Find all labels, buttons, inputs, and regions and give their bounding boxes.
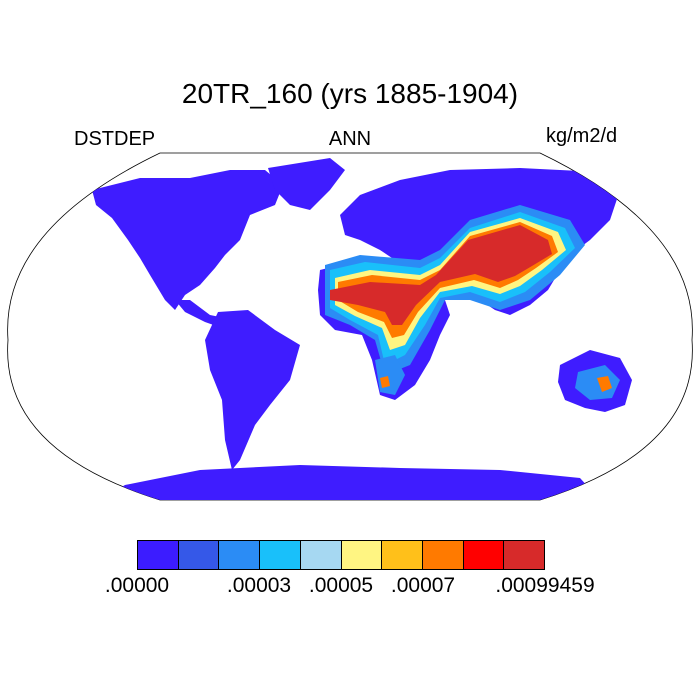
colorbar-box [463, 541, 505, 569]
southafrica-dust-core [380, 376, 390, 388]
colorbar-box [341, 541, 383, 569]
variable-label: DSTDEP [74, 128, 156, 150]
greenland [268, 158, 345, 210]
page-title: 20TR_160 (yrs 1885-1904) [181, 78, 519, 109]
units-label: kg/m2/d [546, 125, 618, 147]
colorbar-label: .00003 [226, 574, 292, 597]
colorbar-box [300, 541, 342, 569]
colorbar-box [504, 541, 545, 569]
australia-dust [575, 365, 620, 400]
colorbar-label: .00007 [390, 574, 456, 597]
colorbar-box [219, 541, 261, 569]
colorbar-box [422, 541, 464, 569]
colorbar-box [138, 541, 179, 569]
colorbar-label: .00000 [104, 574, 170, 597]
colorbar-label: .00005 [308, 574, 374, 597]
central-america [175, 300, 225, 328]
antarctica [100, 465, 600, 500]
colorbar-box [260, 541, 301, 569]
colorbar [137, 540, 545, 570]
north-america [92, 170, 283, 310]
south-america [205, 310, 300, 470]
colorbar-box [382, 541, 423, 569]
australia-dust-core [597, 376, 612, 392]
dust-core [330, 225, 552, 325]
colorbar-label: .00099459 [495, 574, 595, 597]
colorbar-box [178, 541, 220, 569]
season-label: ANN [328, 128, 372, 150]
